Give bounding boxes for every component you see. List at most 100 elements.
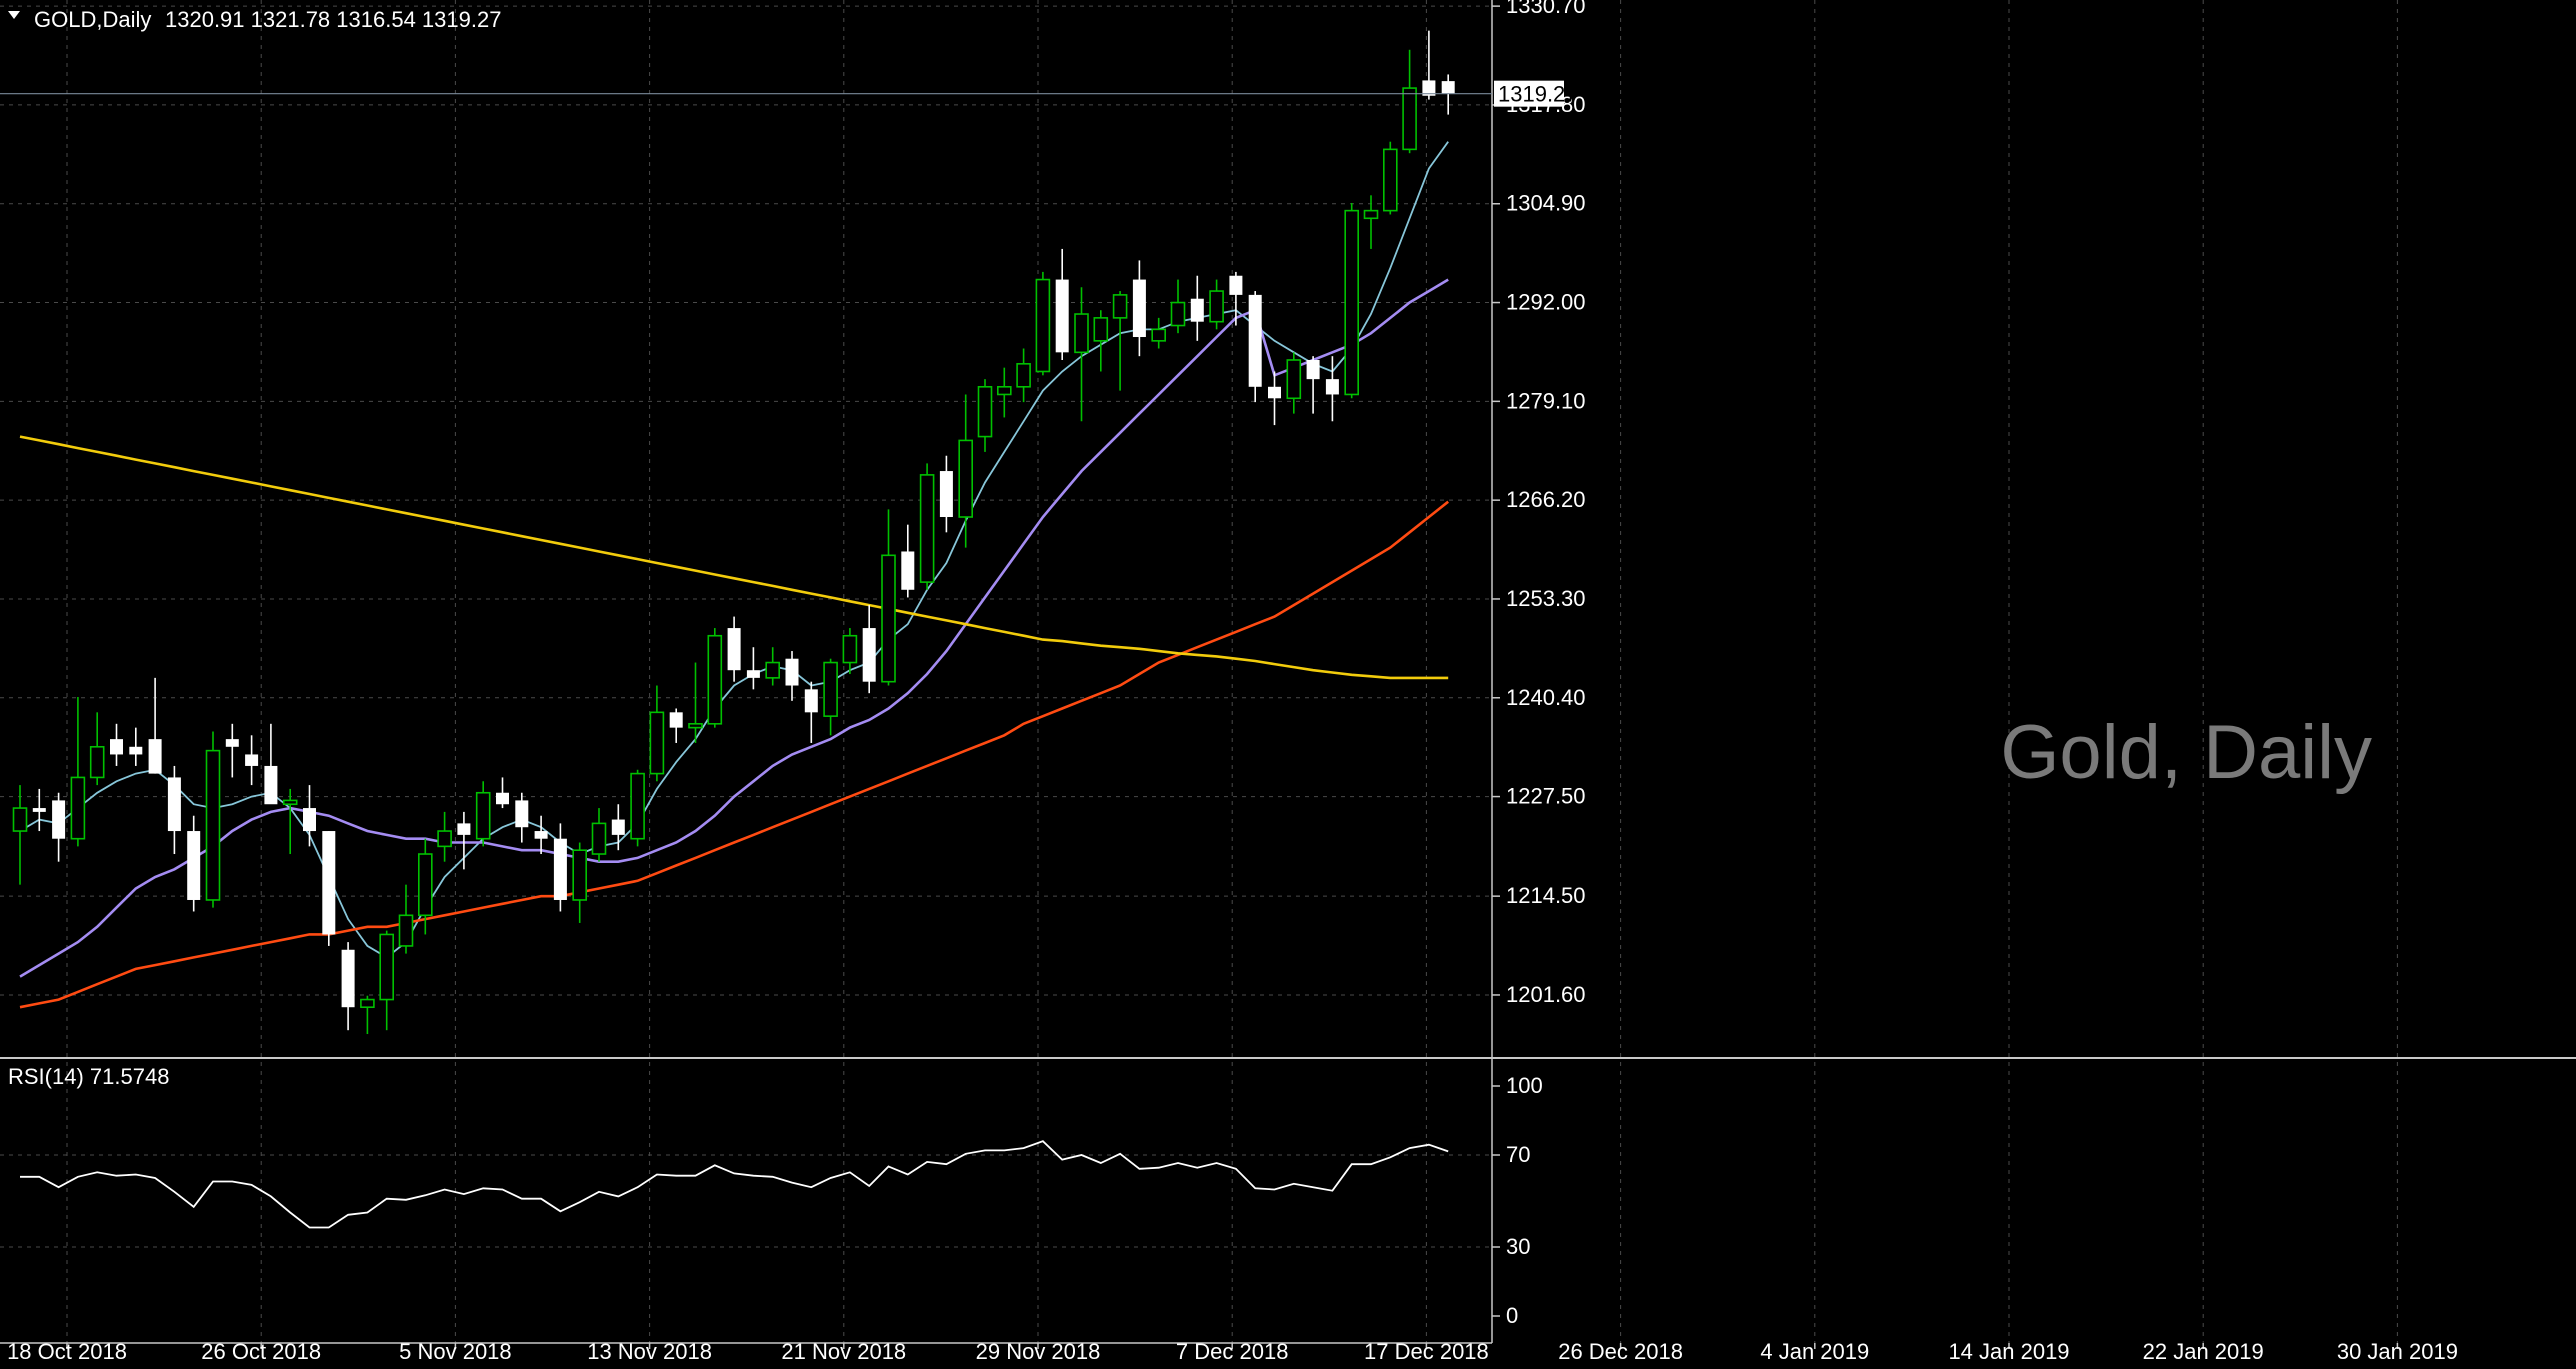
candle-body bbox=[437, 830, 452, 848]
candle-body bbox=[496, 792, 509, 805]
candle-body bbox=[572, 849, 588, 901]
candle bbox=[110, 723, 123, 766]
time-tick-label: 7 Dec 2018 bbox=[1176, 1339, 1289, 1364]
candle-body bbox=[322, 831, 336, 935]
candle bbox=[417, 838, 433, 935]
candle-body bbox=[1325, 379, 1339, 395]
candle bbox=[1151, 317, 1166, 349]
candle-body bbox=[1093, 317, 1109, 342]
candle bbox=[842, 628, 858, 675]
candle-body bbox=[707, 634, 723, 725]
time-tick-label: 21 Nov 2018 bbox=[781, 1339, 906, 1364]
price-tick-label: 1330.70 bbox=[1506, 0, 1586, 18]
candle-body bbox=[167, 777, 181, 832]
candle-body bbox=[649, 711, 665, 775]
time-tick-label: 13 Nov 2018 bbox=[587, 1339, 712, 1364]
moving-average-line bbox=[19, 500, 1450, 1009]
time-tick-label: 14 Jan 2019 bbox=[1948, 1339, 2069, 1364]
candle-body bbox=[553, 838, 567, 900]
candle bbox=[1170, 279, 1186, 334]
candle-body bbox=[534, 831, 548, 839]
rsi-tick-label: 100 bbox=[1506, 1073, 1543, 1098]
candle bbox=[1132, 260, 1146, 357]
symbol-dropdown-icon[interactable] bbox=[8, 11, 20, 19]
candle-body bbox=[765, 661, 781, 679]
candle bbox=[630, 769, 645, 847]
candle bbox=[1441, 74, 1455, 115]
candle bbox=[1325, 356, 1339, 422]
candle-body bbox=[1055, 279, 1069, 353]
ohlc-values: 1320.91 1321.78 1316.54 1319.27 bbox=[165, 7, 501, 32]
price-tick-label: 1279.10 bbox=[1506, 388, 1586, 413]
candle bbox=[225, 723, 239, 778]
candle bbox=[205, 731, 221, 908]
price-tick-label: 1201.60 bbox=[1506, 982, 1586, 1007]
candle bbox=[1306, 356, 1320, 414]
candle bbox=[977, 379, 993, 452]
candle-body bbox=[611, 819, 625, 835]
candle bbox=[1229, 271, 1243, 326]
symbol-timeframe: GOLD,Daily bbox=[34, 7, 151, 32]
time-tick-label: 26 Oct 2018 bbox=[201, 1339, 321, 1364]
grid bbox=[0, 0, 2398, 1343]
candle bbox=[534, 815, 548, 855]
candle-body bbox=[630, 772, 645, 840]
chart-watermark: Gold, Daily bbox=[2000, 710, 2372, 795]
candle bbox=[475, 781, 491, 847]
candle bbox=[148, 677, 162, 774]
candle-body bbox=[1248, 294, 1262, 387]
candle-body bbox=[1306, 359, 1320, 380]
time-tick-label: 5 Nov 2018 bbox=[399, 1339, 512, 1364]
candle-body bbox=[148, 739, 162, 774]
candle-body bbox=[129, 746, 143, 755]
candle bbox=[958, 394, 974, 548]
candle bbox=[785, 651, 799, 701]
candle bbox=[282, 788, 298, 855]
moving-average-line bbox=[19, 141, 1449, 959]
candle-body bbox=[939, 471, 953, 518]
candle bbox=[1422, 30, 1436, 100]
candle-body bbox=[398, 914, 414, 947]
candle-body bbox=[1074, 313, 1089, 354]
candle-body bbox=[205, 749, 221, 901]
candle-body bbox=[823, 661, 838, 717]
time-tick-label: 18 Oct 2018 bbox=[7, 1339, 127, 1364]
candle bbox=[303, 785, 316, 847]
candle bbox=[1055, 248, 1069, 360]
current-price-box bbox=[1494, 80, 1564, 107]
candle-body bbox=[89, 745, 105, 779]
candle-body bbox=[804, 689, 818, 713]
candle bbox=[669, 708, 683, 743]
current-price-label: 1319.27 bbox=[1498, 82, 1578, 107]
rsi-tick-label: 30 bbox=[1506, 1234, 1530, 1259]
candle bbox=[1112, 291, 1128, 391]
time-tick-label: 29 Nov 2018 bbox=[976, 1339, 1101, 1364]
candle bbox=[996, 367, 1012, 418]
candle bbox=[1344, 202, 1359, 399]
candle bbox=[707, 628, 723, 728]
candle-body bbox=[746, 670, 760, 678]
candle bbox=[398, 884, 414, 954]
candle-body bbox=[842, 634, 858, 664]
candle bbox=[1209, 279, 1224, 330]
candle-body bbox=[245, 754, 259, 766]
candle-body bbox=[1132, 279, 1146, 338]
candle-body bbox=[1441, 81, 1455, 94]
candle-body bbox=[1016, 363, 1031, 388]
time-tick-label: 4 Jan 2019 bbox=[1760, 1339, 1869, 1364]
candle-body bbox=[977, 386, 993, 438]
candle bbox=[32, 788, 46, 832]
candle-body bbox=[264, 765, 278, 805]
candle bbox=[496, 777, 509, 809]
candle bbox=[591, 808, 607, 862]
candle-body bbox=[110, 739, 123, 755]
candle-body bbox=[785, 658, 799, 686]
candle-body bbox=[1268, 386, 1281, 399]
candle-body bbox=[1383, 148, 1398, 212]
candle-body bbox=[1363, 209, 1379, 220]
candle bbox=[553, 823, 567, 912]
candle-body bbox=[1190, 298, 1204, 322]
candle bbox=[611, 804, 625, 851]
